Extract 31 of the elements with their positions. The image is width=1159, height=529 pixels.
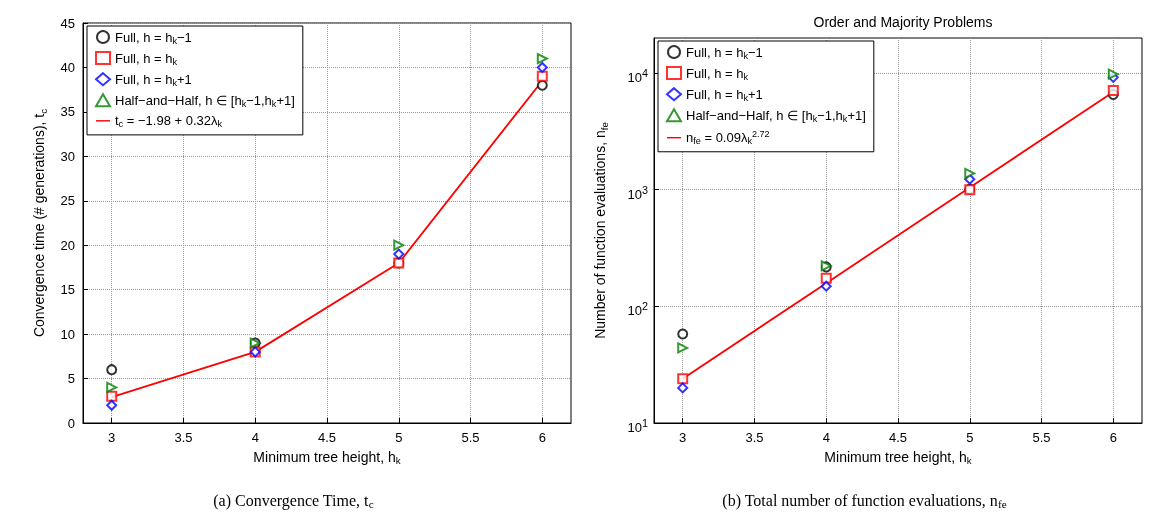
x-tick-label: 3 <box>108 430 116 445</box>
y-tick-label: 10 <box>60 326 75 342</box>
y-tick-label: 30 <box>60 148 75 164</box>
y-axis-title: Number of function evaluations, nfe <box>592 121 610 339</box>
y-tick-label: 10$^{2}$ <box>627 299 648 321</box>
y-tick-label: 40 <box>60 59 75 75</box>
y-tick-label: 35 <box>60 104 75 120</box>
y-tick-label: 25 <box>60 193 75 209</box>
x-tick-label: 5.5 <box>1032 430 1051 445</box>
y-tick-label: 10$^{1}$ <box>627 416 648 438</box>
y-tick-label: 0 <box>67 415 75 431</box>
x-tick-label: 4 <box>251 430 259 445</box>
chart-title: Order and Majority Problems <box>813 14 993 30</box>
y-tick-label: 45 <box>60 15 75 31</box>
x-tick-label: 3 <box>679 430 687 445</box>
x-tick-label: 5 <box>966 430 974 445</box>
y-axis-title: Convergence time (# generations), tc <box>31 108 49 338</box>
x-tick-label: 5.5 <box>461 430 480 445</box>
x-tick-label: 3.5 <box>174 430 193 445</box>
x-tick-label: 5 <box>395 430 403 445</box>
y-tick-label: 10$^{3}$ <box>627 182 648 205</box>
x-tick-label: 4.5 <box>317 430 337 445</box>
y-tick-label: 15 <box>60 282 75 298</box>
x-tick-label: 6 <box>538 430 546 445</box>
y-tick-label: 10$^{4}$ <box>627 66 648 88</box>
x-tick-label: 3.5 <box>745 430 764 445</box>
x-tick-label: 4.5 <box>888 430 908 445</box>
y-tick-label: 20 <box>60 237 75 253</box>
x-tick-label: 6 <box>1109 430 1117 445</box>
x-tick-label: 4 <box>822 430 830 445</box>
y-tick-label: 5 <box>67 371 75 387</box>
